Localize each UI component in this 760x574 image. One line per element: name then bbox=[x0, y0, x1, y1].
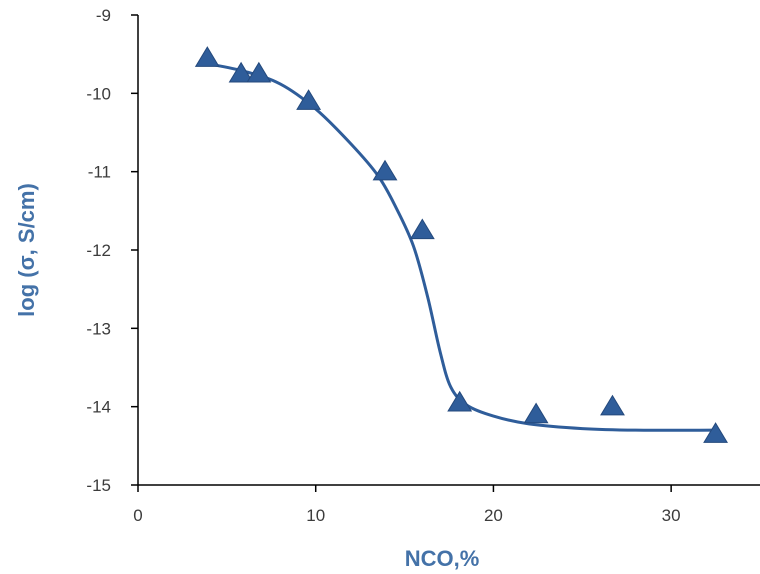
y-tick-label: -9 bbox=[96, 6, 111, 25]
x-tick-label: 0 bbox=[133, 506, 142, 525]
fit-curve bbox=[207, 62, 716, 432]
data-point bbox=[447, 390, 473, 412]
data-point bbox=[523, 402, 549, 424]
y-tick-label: -13 bbox=[86, 319, 111, 338]
tick-labels: 0 10 20 30 -9 -10 -11 -12 -13 -14 -15 bbox=[86, 6, 680, 525]
y-tick-label: -14 bbox=[86, 398, 111, 417]
data-point bbox=[296, 89, 322, 110]
x-tick-label: 10 bbox=[306, 506, 325, 525]
y-tick-label: -11 bbox=[88, 163, 111, 182]
axes bbox=[131, 14, 760, 492]
data-point bbox=[246, 61, 272, 83]
y-tick-label: -15 bbox=[86, 476, 111, 495]
y-tick-label: -10 bbox=[86, 84, 111, 103]
data-point bbox=[194, 46, 220, 67]
data-point bbox=[600, 394, 625, 416]
data-point bbox=[703, 422, 729, 443]
data-point bbox=[409, 218, 435, 240]
data-point bbox=[228, 61, 254, 83]
y-tick-label: -12 bbox=[86, 241, 111, 260]
x-axis-title: NCO,% bbox=[405, 546, 480, 571]
x-tick-label: 30 bbox=[662, 506, 681, 525]
data-point bbox=[372, 159, 398, 181]
y-axis-title: log (σ, S/cm) bbox=[14, 183, 39, 317]
x-tick-label: 20 bbox=[484, 506, 503, 525]
data-points bbox=[194, 46, 729, 443]
fit-curve-group bbox=[207, 62, 716, 432]
